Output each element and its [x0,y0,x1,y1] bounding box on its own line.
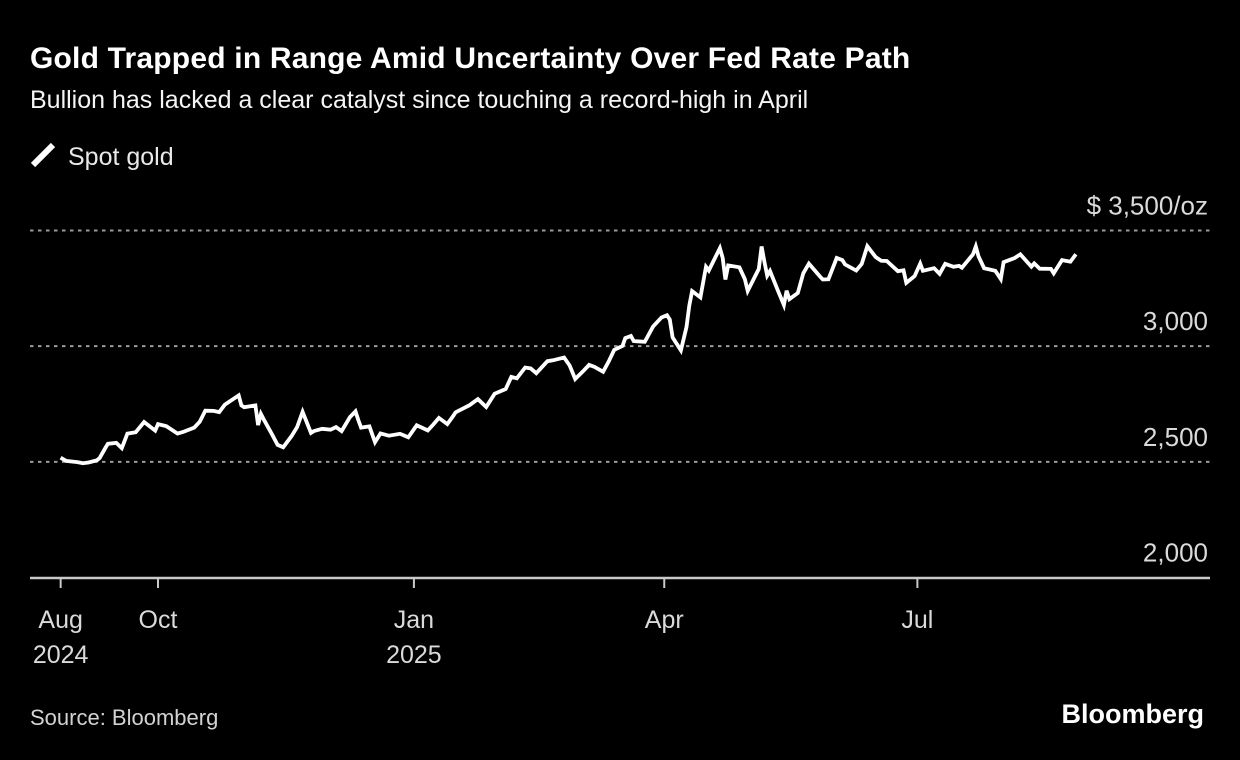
y-axis-label: 2,000 [1143,538,1208,568]
source-note: Source: Bloomberg [30,705,219,730]
x-axis-label: Aug [38,606,82,634]
chart-title: Gold Trapped in Range Amid Uncertainty O… [30,42,911,75]
legend: Spot gold [30,142,174,173]
chart-subtitle: Bullion has lacked a clear catalyst sinc… [30,86,809,114]
y-axis-label: $ 3,500/oz [1087,191,1208,221]
x-axis-label: Oct [139,606,178,634]
diagonal-line-icon [30,142,56,173]
x-axis-year-label: 2025 [386,641,442,669]
spot-gold-line [59,240,1078,466]
x-axis-label: Jan [394,606,434,634]
legend-label: Spot gold [68,143,174,171]
x-axis-label: Apr [645,606,684,634]
x-axis-label: Jul [901,606,933,634]
bloomberg-logo: Bloomberg [1061,699,1204,729]
y-axis-label: 3,000 [1143,306,1208,336]
x-axis-year-label: 2024 [33,641,89,669]
y-axis-label: 2,500 [1143,422,1208,452]
